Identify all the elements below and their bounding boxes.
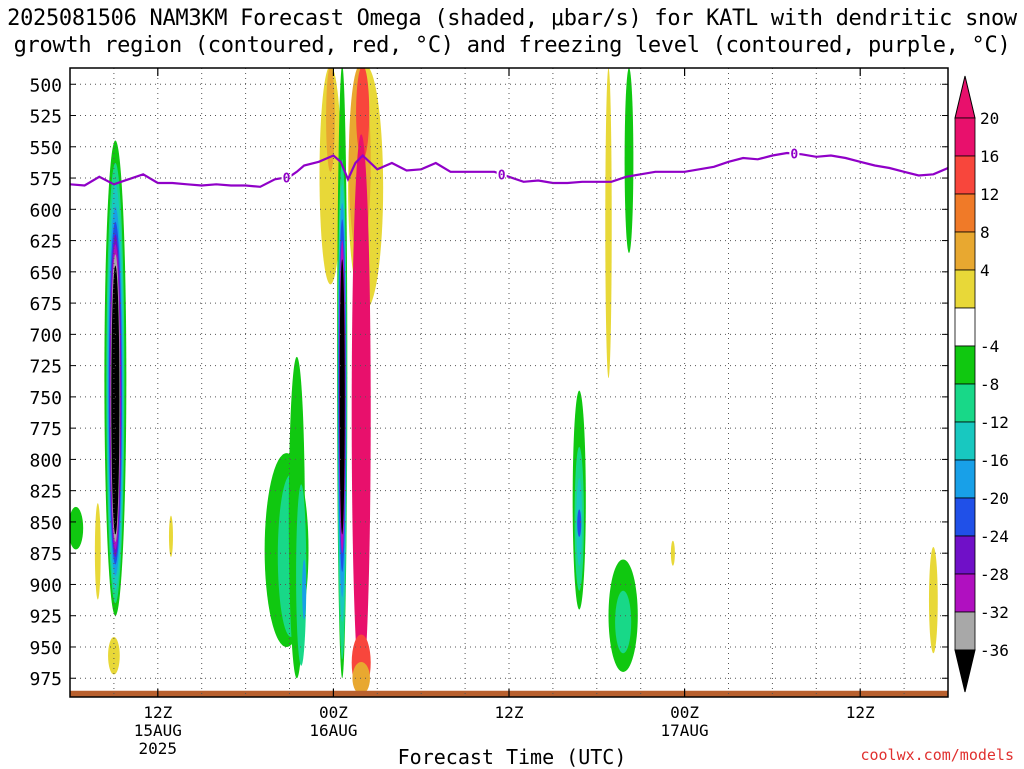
omega-cluster-b2-n16	[302, 559, 307, 620]
x-tick-date-label: 16AUG	[309, 721, 357, 740]
omega-blob-h7-p4	[168, 515, 173, 557]
omega-blob-small-p4	[108, 636, 120, 675]
chart-title-line2: growth region (contoured, red, °C) and f…	[13, 33, 1011, 58]
colorbar-label: -20	[980, 489, 1009, 508]
x-tick-label: 00Z	[319, 703, 348, 722]
colorbar-swatch	[954, 193, 976, 233]
omega-plume-a-core	[111, 265, 120, 535]
y-tick-label: 875	[29, 544, 62, 565]
omega-blob-left-n4	[70, 506, 84, 550]
y-tick-label: 650	[29, 263, 62, 284]
x-tick-label: 12Z	[846, 703, 875, 722]
colorbar-swatch	[954, 269, 976, 309]
colorbar-label: -16	[980, 451, 1009, 470]
colorbar-swatch	[954, 345, 976, 385]
y-tick-label: 500	[29, 75, 62, 96]
x-tick-year-label: 2025	[139, 739, 178, 758]
colorbar-swatch	[954, 421, 976, 461]
freezing-level-label: 0	[790, 148, 798, 163]
omega-column-c-p8	[326, 68, 335, 172]
colorbar-swatch	[954, 231, 976, 271]
omega-cluster-b2-n8	[296, 484, 307, 666]
omega-strip-f-p4	[605, 68, 612, 379]
credit-link[interactable]: coolwx.com/models	[860, 746, 1014, 764]
y-tick-label: 675	[29, 294, 62, 315]
omega-blob-h41-p4	[670, 540, 675, 566]
freezing-level-label-bg	[496, 167, 507, 182]
colorbar-label: 20	[980, 109, 999, 128]
y-tick-label: 850	[29, 513, 62, 534]
colorbar-label: -32	[980, 603, 1009, 622]
colorbar-label: 4	[980, 261, 990, 280]
freezing-level-label: 0	[498, 168, 506, 183]
y-tick-label: 950	[29, 638, 62, 659]
omega-column-e-p8b	[352, 661, 370, 695]
colorbar-swatch	[954, 117, 976, 157]
colorbar-label: -24	[980, 527, 1009, 546]
x-tick-label: 00Z	[670, 703, 699, 722]
omega-column-e-p16	[356, 68, 370, 160]
x-axis-title: Forecast Time (UTC)	[397, 745, 627, 769]
colorbar-swatch	[954, 383, 976, 423]
colorbar-swatch	[954, 535, 976, 575]
x-tick-date-label: 15AUG	[134, 721, 182, 740]
x-tick-date-label: 17AUG	[661, 721, 709, 740]
colorbar-swatch	[954, 611, 976, 651]
y-tick-label: 825	[29, 482, 62, 503]
omega-cluster-h-n20	[577, 509, 582, 537]
omega-blob-left-p4	[94, 503, 101, 600]
y-tick-label: 625	[29, 232, 62, 253]
x-tick-label: 12Z	[143, 703, 172, 722]
colorbar-label: -8	[980, 375, 999, 394]
colorbar-label: -4	[980, 337, 999, 356]
shading-layer: 0 0 0	[70, 68, 948, 697]
y-tick-label: 700	[29, 325, 62, 346]
colorbar-label: -36	[980, 641, 1009, 660]
freezing-level-label-bg	[789, 146, 800, 161]
y-tick-label: 925	[29, 607, 62, 628]
colorbar-top-arrow	[954, 75, 976, 119]
chart-title-line1: 2025081506 NAM3KM Forecast Omega (shaded…	[7, 6, 1017, 31]
omega-cluster-i-n8	[615, 590, 632, 654]
omega-column-c-p4	[319, 68, 342, 285]
colorbar-label: 8	[980, 223, 990, 242]
colorbar-swatch	[954, 459, 976, 499]
colorbar-label: 16	[980, 147, 999, 166]
omega-strip-g-n4	[624, 68, 634, 254]
colorbar-swatch	[954, 155, 976, 195]
colorbar-label: -28	[980, 565, 1009, 584]
omega-blob-h59-p4	[928, 546, 938, 654]
y-tick-label: 575	[29, 169, 62, 190]
omega-plume-d-core	[339, 259, 345, 535]
colorbar-label: -12	[980, 413, 1009, 432]
colorbar-bottom-arrow	[954, 649, 976, 693]
omega-column-e-p20	[351, 134, 371, 691]
y-tick-label: 600	[29, 200, 62, 221]
y-tick-label: 975	[29, 669, 62, 690]
colorbar-swatch	[954, 573, 976, 613]
y-tick-label: 800	[29, 450, 62, 471]
colorbar-swatch	[954, 497, 976, 537]
colorbar-label: 12	[980, 185, 999, 204]
y-tick-label: 525	[29, 107, 62, 128]
y-tick-label: 750	[29, 388, 62, 409]
x-tick-label: 12Z	[495, 703, 524, 722]
freezing-level-label-bg	[281, 170, 292, 185]
freezing-level-label: 0	[283, 171, 291, 186]
y-tick-label: 775	[29, 419, 62, 440]
y-tick-label: 550	[29, 138, 62, 159]
plot-frame	[69, 67, 949, 698]
y-tick-label: 900	[29, 575, 62, 596]
y-tick-label: 725	[29, 357, 62, 378]
colorbar-swatch	[954, 307, 976, 347]
